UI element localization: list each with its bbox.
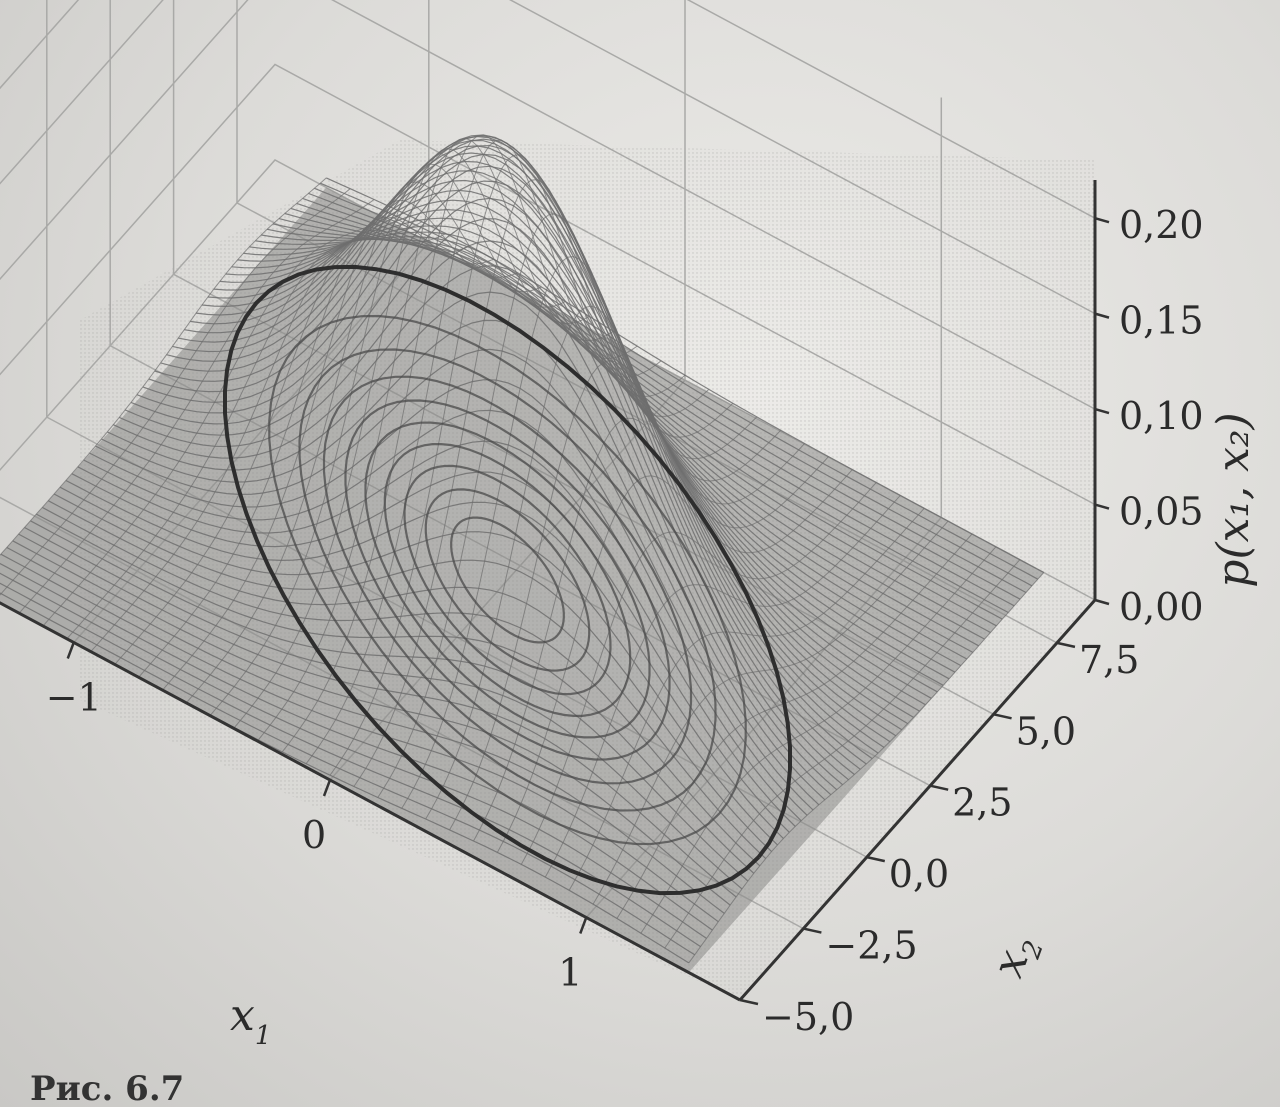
z-tick <box>1094 503 1110 510</box>
y-tick-label: −5,0 <box>762 995 854 1039</box>
z-tick-label: 0,15 <box>1119 299 1204 343</box>
z-tick-label: 0,20 <box>1119 203 1204 247</box>
contour-ring <box>424 488 591 672</box>
y-axis-title: x2 <box>982 927 1050 985</box>
surface-line-x <box>210 163 566 716</box>
y-tick <box>993 713 1012 720</box>
grid-line <box>0 0 1096 219</box>
surface-line-x <box>353 179 710 787</box>
surface-line-x <box>401 255 758 809</box>
x-axis-title-sub: 1 <box>255 1021 272 1051</box>
x-tick <box>66 642 75 659</box>
z-tick-label: 0,10 <box>1119 394 1204 438</box>
grid-line <box>0 0 1096 410</box>
z-tick-label: 0,05 <box>1119 490 1204 534</box>
surface-line-x <box>377 213 734 798</box>
z-tick <box>1094 407 1110 415</box>
y-tick-label: −2,5 <box>825 924 917 968</box>
x-tick <box>579 917 588 934</box>
z-tick <box>1094 216 1110 224</box>
surface-line-x <box>0 188 351 596</box>
z-tick <box>1094 598 1110 606</box>
y-axis-line <box>738 599 1097 1001</box>
y-tick <box>866 855 886 863</box>
y-tick-label: 0,0 <box>889 852 949 896</box>
y-tick <box>1056 641 1076 649</box>
surface-line-x <box>592 520 949 905</box>
surface-line-x <box>640 546 997 934</box>
x-axis-ticks: −1 0 1 <box>46 642 588 995</box>
z-tick-label: 0,00 <box>1119 585 1204 629</box>
surface-line-x <box>18 199 375 614</box>
y-axis-ticks: −5,0 −2,5 0,02,55,07,5 <box>739 638 1139 1039</box>
contour-ring <box>364 421 651 739</box>
contour-rings <box>223 264 792 896</box>
surface-line-x <box>329 154 686 776</box>
contour-ring <box>298 348 717 812</box>
x-tick <box>322 779 332 797</box>
surface-line-x <box>568 507 925 891</box>
x-axis-title: x1 <box>230 990 271 1051</box>
contour-ring <box>450 516 565 644</box>
contour-ring <box>322 375 693 785</box>
surface-line-x <box>425 305 782 820</box>
contour-ring <box>403 464 612 696</box>
surface-line-x <box>544 495 901 878</box>
surface-line-x <box>90 233 447 652</box>
surface <box>0 134 1045 973</box>
y-tick <box>803 927 822 934</box>
surface-line-x <box>186 181 542 703</box>
y-tick-label: 2,5 <box>952 781 1012 825</box>
grid-line <box>0 0 1096 315</box>
contour-ring <box>383 443 632 718</box>
z-tick <box>1094 312 1110 319</box>
x-tick-label: −1 <box>46 676 102 720</box>
surface-line-x <box>0 177 327 556</box>
surface-line-x <box>616 533 973 919</box>
surface-line-x <box>233 148 590 728</box>
surface-line-x <box>496 469 853 853</box>
svg-text:x2: x2 <box>982 927 1050 985</box>
surface-line-x <box>42 210 399 627</box>
y-tick-label: 7,5 <box>1079 638 1139 682</box>
contour-ring <box>268 314 747 846</box>
x-tick-label: 0 <box>302 813 326 857</box>
y-tick <box>739 998 759 1006</box>
contour-ring <box>344 399 671 761</box>
surface-line-x <box>305 139 662 764</box>
surface-line-x <box>162 199 518 691</box>
grid-line <box>0 63 1096 506</box>
surface-line-x <box>520 482 877 865</box>
surface-line-x <box>138 216 494 678</box>
surface-line-x <box>281 134 638 753</box>
svg-text:x1: x1 <box>230 990 271 1051</box>
surface-line-x <box>688 572 1045 964</box>
z-axis-title: p(x₁, x₂) <box>1208 412 1259 587</box>
z-axis-ticks: 0,00 0,05 0,10 0,15 0,20 <box>1094 203 1204 629</box>
x-axis-title-main: x <box>230 990 255 1041</box>
y-tick <box>929 784 949 791</box>
surface-line-x <box>114 229 470 665</box>
x-tick-label: 1 <box>558 951 582 995</box>
contour-ring <box>223 264 792 896</box>
y-tick-label: 5,0 <box>1016 709 1076 753</box>
figure-caption: Рис. 6.7 <box>30 1069 184 1107</box>
surface-line-x <box>664 559 1021 949</box>
surface-base <box>0 187 1044 973</box>
